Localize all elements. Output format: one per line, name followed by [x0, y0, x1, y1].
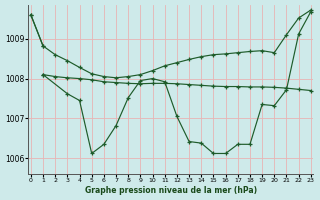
- X-axis label: Graphe pression niveau de la mer (hPa): Graphe pression niveau de la mer (hPa): [85, 186, 257, 195]
